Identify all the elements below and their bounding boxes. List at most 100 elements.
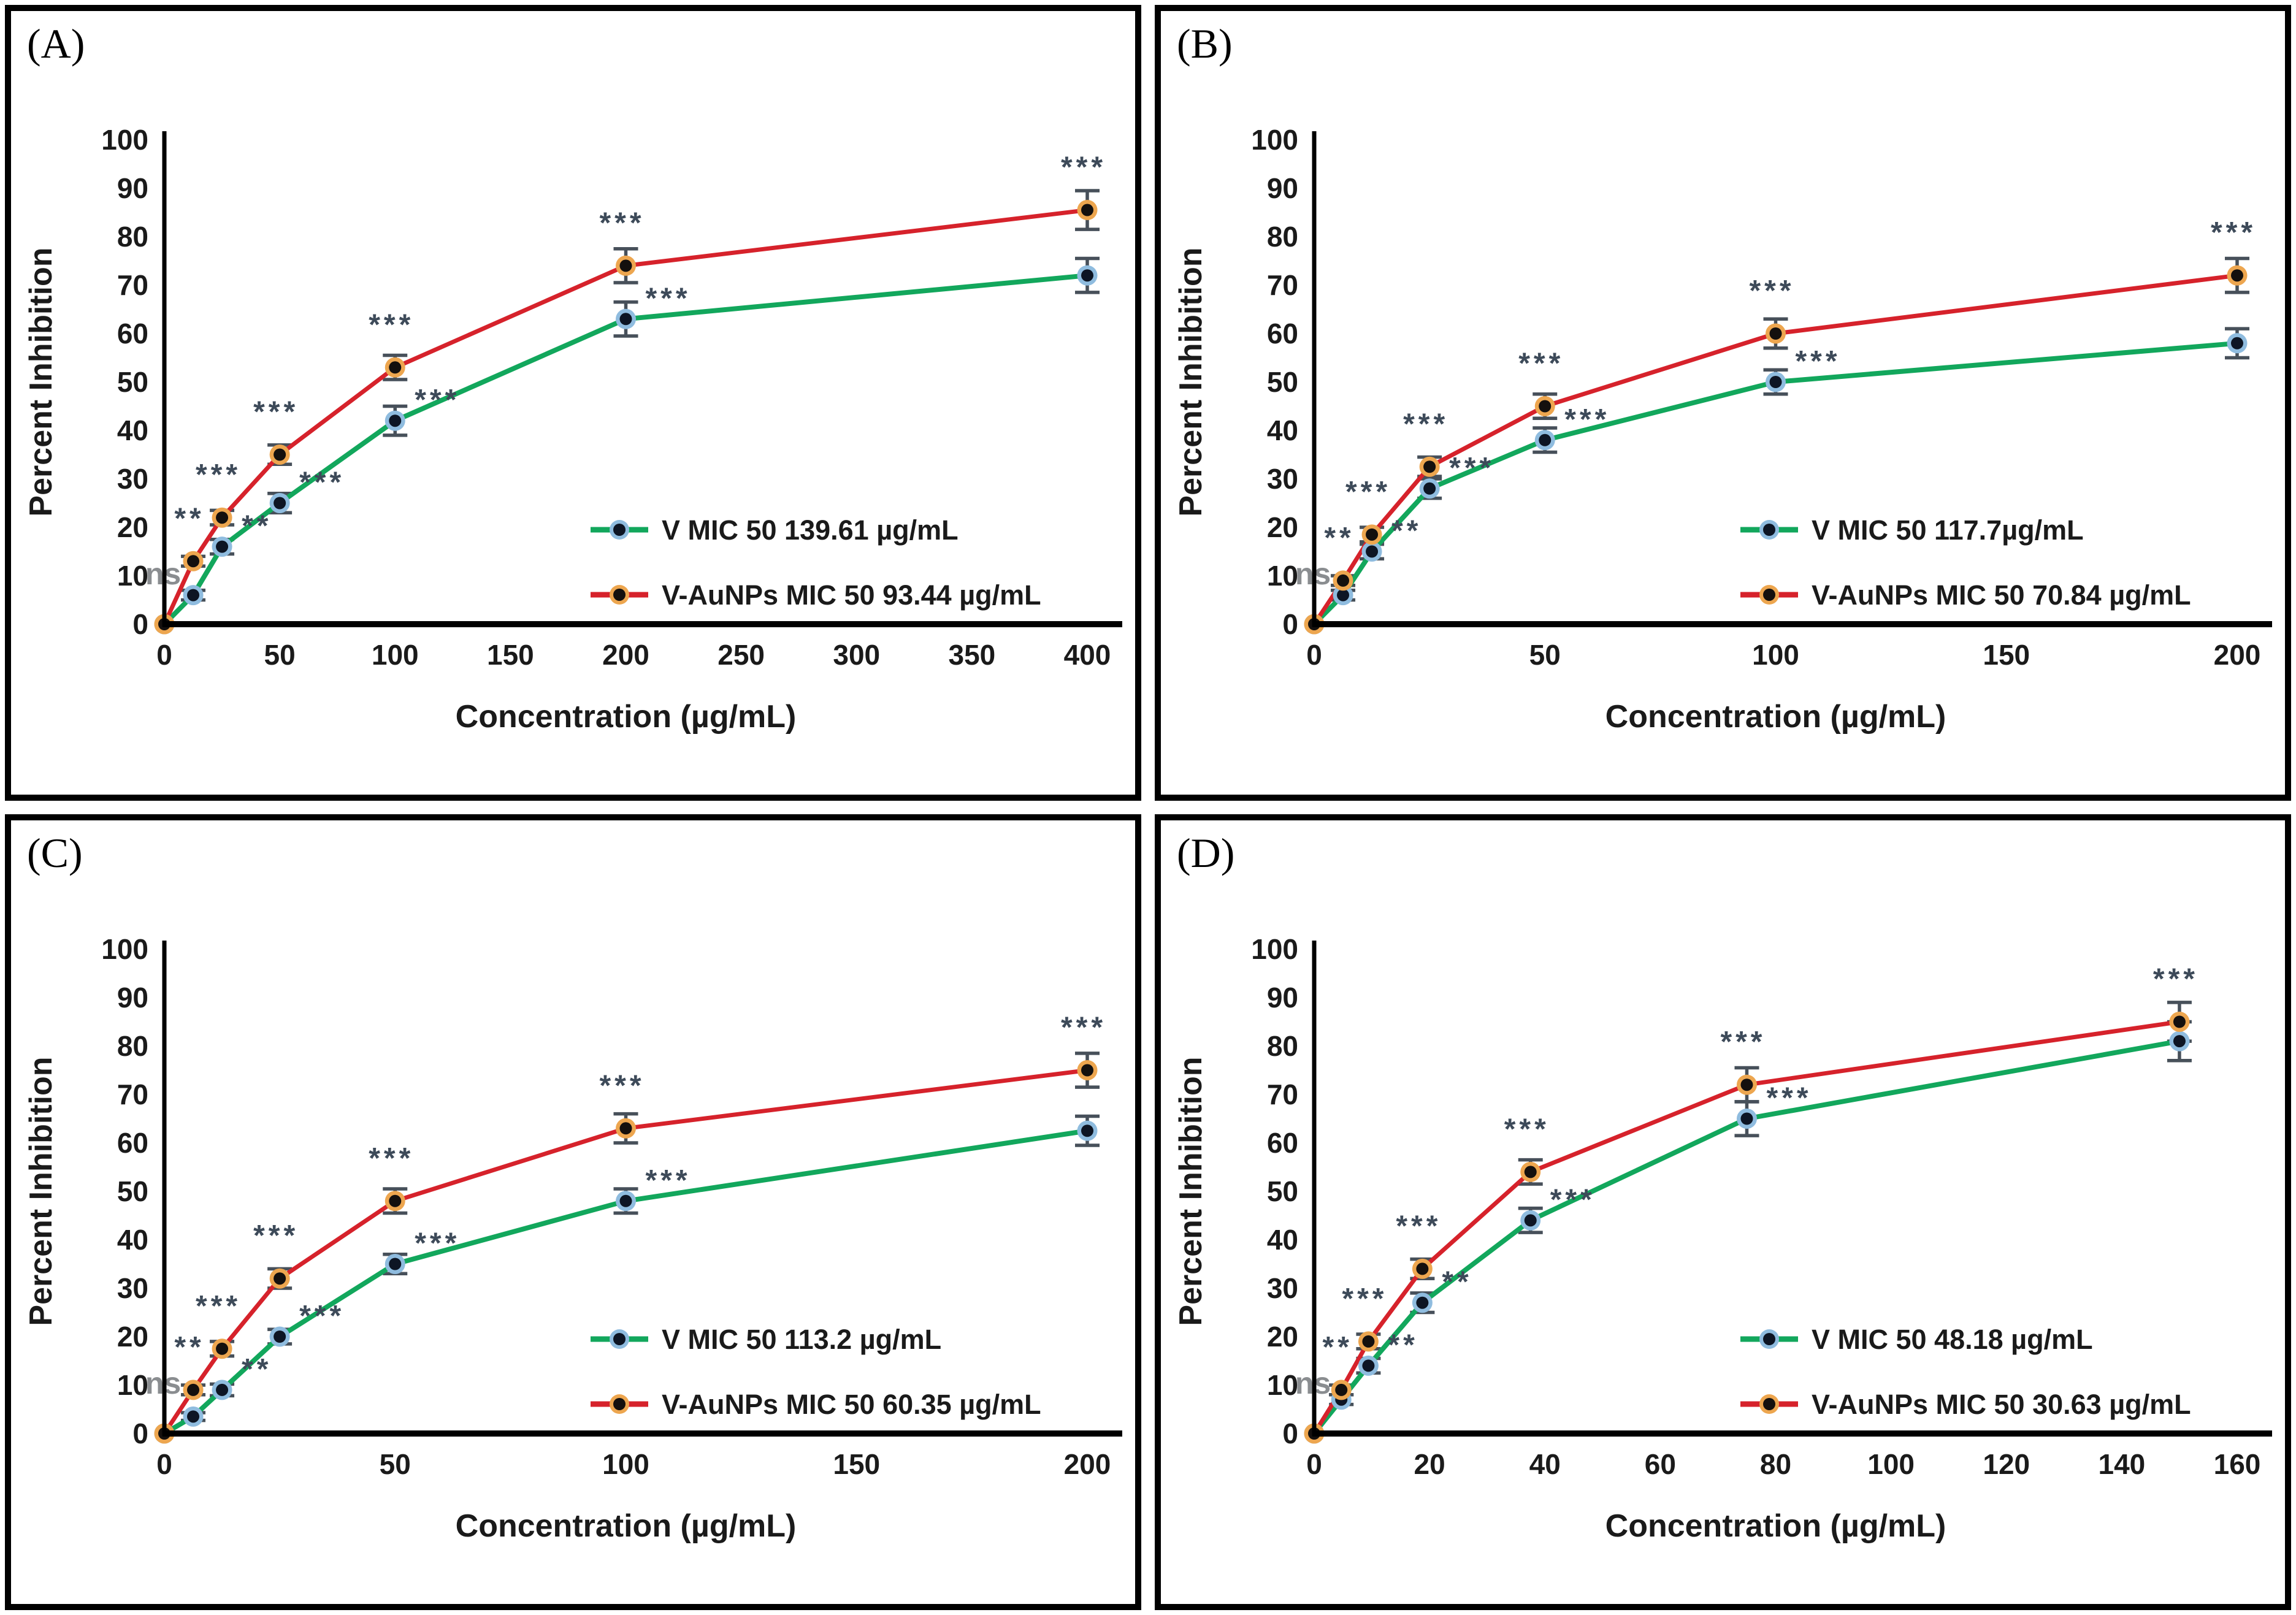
y-tick-label: 100 xyxy=(1251,124,1298,156)
data-point-marker xyxy=(619,259,632,272)
sig-label: *** xyxy=(599,1069,645,1102)
panel-d-label: (D) xyxy=(1177,830,1235,876)
y-axis-title: Percent Inhibition xyxy=(23,1056,59,1326)
legend-marker xyxy=(1763,589,1775,601)
sig-label: *** xyxy=(1061,1012,1106,1044)
data-point-marker xyxy=(187,555,200,568)
y-tick-label: 10 xyxy=(1267,1369,1298,1401)
data-point-marker xyxy=(1740,1112,1753,1125)
y-axis-title: Percent Inhibition xyxy=(23,247,59,516)
x-tick-label: 200 xyxy=(1064,1448,1111,1480)
sig-label: *** xyxy=(196,459,241,491)
y-tick-label: 70 xyxy=(1267,1079,1298,1110)
panel-c-label: (C) xyxy=(27,830,83,876)
data-point-marker xyxy=(619,1194,632,1207)
panel-a: (A) ****************************ns010203… xyxy=(5,5,1141,801)
sig-label: *** xyxy=(1449,452,1494,484)
data-point-marker xyxy=(1337,574,1350,587)
y-tick-label: 100 xyxy=(101,124,148,156)
sig-label: *** xyxy=(1061,151,1106,184)
legend-label: V MIC 50 113.2 µg/mL xyxy=(662,1324,941,1355)
sig-label: *** xyxy=(1766,1082,1812,1115)
data-point-marker xyxy=(1366,528,1379,541)
sig-label: *** xyxy=(646,282,691,315)
legend-marker xyxy=(613,1333,626,1345)
panel-b: (B) ****************************ns010203… xyxy=(1155,5,2291,801)
y-tick-label: 70 xyxy=(117,1079,148,1110)
x-tick-label: 140 xyxy=(2099,1448,2146,1480)
sig-label: *** xyxy=(1403,408,1448,440)
legend-marker xyxy=(1763,524,1775,536)
data-point-marker xyxy=(1416,1262,1429,1275)
y-tick-label: 90 xyxy=(117,982,148,1014)
y-tick-label: 90 xyxy=(1267,982,1298,1014)
x-tick-label: 100 xyxy=(1752,639,1799,671)
chart-a: ****************************ns0102030405… xyxy=(23,124,1122,735)
y-axis-title: Percent Inhibition xyxy=(1173,247,1209,516)
y-tick-label: 90 xyxy=(117,172,148,204)
y-tick-label: 50 xyxy=(1267,1175,1298,1207)
y-tick-label: 60 xyxy=(1267,1127,1298,1159)
sig-label: ** xyxy=(174,502,204,535)
sig-label: *** xyxy=(1720,1026,1766,1058)
y-tick-label: 20 xyxy=(1267,1321,1298,1353)
y-tick-label: 80 xyxy=(117,221,148,253)
y-tick-label: 0 xyxy=(132,608,148,640)
sig-label: ** xyxy=(1324,522,1354,554)
data-point-marker xyxy=(1416,1296,1429,1309)
data-point-marker xyxy=(1335,1383,1348,1396)
legend-marker xyxy=(613,589,626,601)
y-tick-label: 80 xyxy=(117,1030,148,1062)
legend-label: V MIC 50 48.18 µg/mL xyxy=(1812,1324,2093,1355)
y-tick-label: 40 xyxy=(1267,414,1298,446)
y-tick-label: 40 xyxy=(1267,1224,1298,1256)
y-tick-label: 70 xyxy=(117,269,148,301)
x-tick-label: 150 xyxy=(833,1448,880,1480)
sig-label: *** xyxy=(1518,348,1564,380)
x-tick-label: 100 xyxy=(602,1448,649,1480)
data-point-marker xyxy=(1081,1124,1093,1137)
data-point-marker xyxy=(619,1122,632,1135)
sig-label: *** xyxy=(1504,1113,1550,1145)
data-point-marker xyxy=(1539,400,1552,413)
sig-label: *** xyxy=(1396,1210,1441,1242)
x-tick-label: 50 xyxy=(1529,639,1561,671)
legend-label: V-AuNPs MIC 50 93.44 µg/mL xyxy=(662,579,1041,611)
y-axis-title: Percent Inhibition xyxy=(1173,1056,1209,1326)
y-tick-label: 80 xyxy=(1267,221,1298,253)
data-point-marker xyxy=(1524,1166,1537,1178)
x-axis-title: Concentration (µg/mL) xyxy=(1605,1508,1946,1544)
x-tick-label: 50 xyxy=(380,1448,411,1480)
legend-marker xyxy=(1763,1333,1775,1345)
legend-label: V MIC 50 139.61 µg/mL xyxy=(662,514,959,546)
y-tick-label: 50 xyxy=(117,366,148,398)
y-tick-label: 10 xyxy=(117,560,148,592)
data-point-marker xyxy=(216,540,229,553)
sig-label: *** xyxy=(2211,216,2256,249)
sig-label: *** xyxy=(646,1164,691,1197)
y-tick-label: 30 xyxy=(117,463,148,495)
sig-label: *** xyxy=(1749,275,1794,307)
legend-marker xyxy=(1763,1398,1775,1410)
x-tick-label: 200 xyxy=(602,639,649,671)
data-point-marker xyxy=(1081,204,1093,216)
sig-label: *** xyxy=(1342,1283,1387,1315)
data-point-marker xyxy=(619,313,632,326)
sig-label: *** xyxy=(1796,345,1841,378)
data-point-marker xyxy=(274,448,286,461)
data-point-marker xyxy=(187,589,200,601)
panel-d: (D) ***************************ns0102030… xyxy=(1155,814,2291,1610)
data-point-marker xyxy=(274,1331,286,1343)
legend-marker xyxy=(613,1398,626,1410)
x-tick-label: 300 xyxy=(833,639,880,671)
sig-label: *** xyxy=(369,1142,414,1175)
x-tick-label: 150 xyxy=(1983,639,2030,671)
y-tick-label: 20 xyxy=(117,1321,148,1353)
x-tick-label: 40 xyxy=(1529,1448,1561,1480)
chart-d: ***************************ns01020304050… xyxy=(1173,933,2272,1544)
panel-a-label: (A) xyxy=(27,20,85,67)
x-tick-label: 400 xyxy=(1064,639,1111,671)
data-point-marker xyxy=(1337,589,1350,601)
data-point-marker xyxy=(2173,1035,2186,1048)
